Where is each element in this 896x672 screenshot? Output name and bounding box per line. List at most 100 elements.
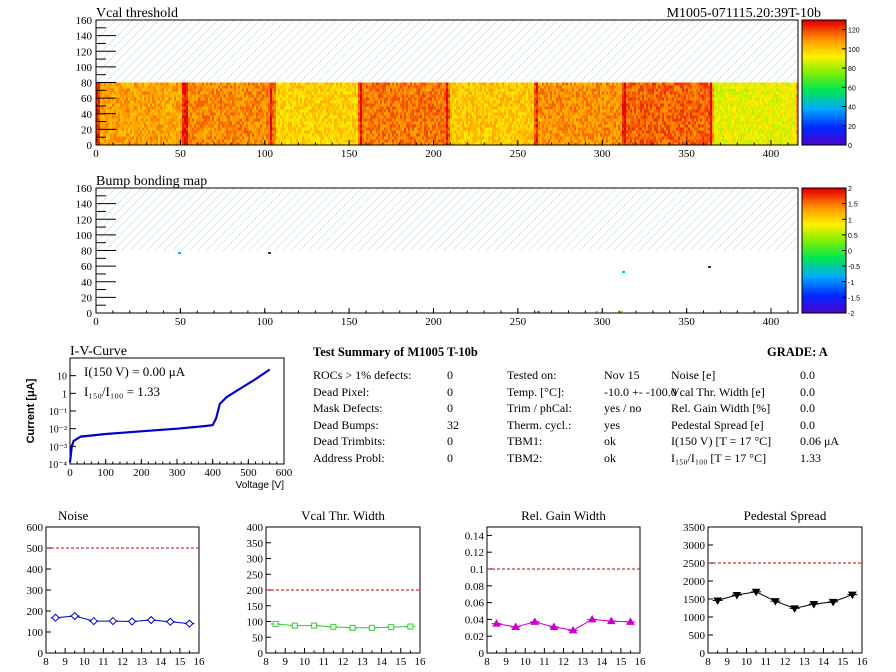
x-tick-label: 9 bbox=[503, 656, 509, 668]
y-tick-label: 60 bbox=[81, 261, 93, 273]
bump-defect bbox=[537, 311, 540, 313]
y-tick-label: 350 bbox=[247, 538, 264, 550]
bump-defect bbox=[178, 252, 181, 254]
y-tick-label: 160 bbox=[76, 183, 93, 195]
data-point bbox=[751, 588, 761, 597]
x-tick-label: 200 bbox=[425, 316, 442, 328]
chart-title: Pedestal Spread bbox=[744, 508, 827, 523]
palette-frame bbox=[801, 19, 847, 146]
x-tick-label: 100 bbox=[257, 316, 274, 328]
vcal-map-title: Vcal threshold bbox=[96, 6, 179, 21]
summary-col2-value: yes / no bbox=[604, 401, 642, 415]
y-tick-label: 20 bbox=[81, 292, 93, 304]
data-point bbox=[549, 622, 559, 630]
summary-col3-value: 1.33 bbox=[800, 450, 821, 465]
x-tick-label: 14 bbox=[376, 656, 388, 668]
data-point bbox=[732, 592, 742, 600]
data-point bbox=[291, 622, 298, 629]
grade: GRADE: A bbox=[767, 345, 828, 359]
summary-col3-label: I(150 V) [T = 17 °C] bbox=[671, 434, 772, 448]
summary-col1-value: 0 bbox=[447, 368, 453, 382]
vcal-threshold-map[interactable]: 0 50 100 150 200 250 300 350 4000204060801001201… bbox=[0, 0, 896, 170]
summary-col3-value: 0.0 bbox=[800, 384, 815, 399]
y-tick-label: 40 bbox=[81, 277, 93, 289]
y-tick-label: 0 bbox=[258, 648, 264, 660]
summary-col3-value: 0.0 bbox=[800, 417, 815, 432]
palette-tick-label: 100 bbox=[848, 47, 860, 54]
summary-col1-label: ROCs > 1% defects: bbox=[313, 368, 412, 382]
palette-tick-label: -0.5 bbox=[848, 264, 860, 271]
summary-chart-3: Pedestal Spread 8 9 10 11 12 13 14 15 16 0 500 1000 1… bbox=[683, 508, 868, 668]
x-tick-label: 11 bbox=[539, 656, 550, 668]
x-tick-label: 15 bbox=[615, 656, 627, 668]
palette-tick-label: 40 bbox=[848, 105, 856, 112]
empty-region bbox=[96, 188, 798, 251]
data-point bbox=[349, 624, 356, 631]
y-tick-label: 100 bbox=[76, 230, 93, 242]
x-tick-label: 300 bbox=[594, 148, 611, 160]
y-tick-label: 1000 bbox=[683, 612, 706, 624]
x-tick-label: 250 bbox=[510, 148, 527, 160]
summary-col1-label: Dead Pixel: bbox=[313, 384, 370, 399]
y-tick-label: 0 bbox=[87, 140, 93, 152]
y-tick-label: 100 bbox=[76, 62, 93, 74]
y-tick-label: 80 bbox=[81, 78, 93, 90]
x-tick-label: 300 bbox=[594, 316, 611, 328]
summary-col1-label: Address Probl: bbox=[313, 450, 385, 465]
y-tick-label: 300 bbox=[27, 585, 44, 597]
summary-col3-label: Pedestal Spread [e] bbox=[671, 417, 764, 432]
y-tick-label: 600 bbox=[27, 522, 44, 534]
iv-x-tick: 600 bbox=[276, 467, 293, 479]
x-tick-label: 14 bbox=[155, 656, 167, 668]
iv-y-tick: 10⁻³ bbox=[49, 442, 67, 453]
palette-tick-label: 1.5 bbox=[848, 202, 858, 209]
x-tick-label: 350 bbox=[678, 148, 695, 160]
module-label: M1005-071115.20:39T-10b bbox=[666, 6, 821, 21]
x-tick-label: 12 bbox=[558, 656, 569, 668]
y-tick-label: 100 bbox=[247, 617, 264, 629]
data-point bbox=[809, 601, 819, 609]
x-tick-label: 14 bbox=[596, 656, 608, 668]
y-tick-label: 140 bbox=[76, 31, 93, 43]
x-tick-label: 15 bbox=[395, 656, 407, 668]
iv-curve-line bbox=[68, 368, 271, 463]
palette-tick-label: -1.5 bbox=[848, 295, 860, 302]
data-point bbox=[185, 619, 194, 628]
iv-x-tick: 200 bbox=[133, 467, 150, 479]
palette-tick-label: 80 bbox=[848, 66, 856, 73]
iv-curve-chart[interactable]: 0 100 200 300 400 500 600 10⁻⁴ 10⁻³ 10⁻² 10⁻¹ 1 10 Vo… bbox=[0, 340, 300, 490]
bump-bonding-map[interactable]: 0 50 100 150 200 250 300 350 4000204060801001201… bbox=[0, 168, 896, 338]
y-tick-label: 0 bbox=[38, 648, 44, 660]
y-tick-label: 300 bbox=[247, 554, 264, 566]
data-point bbox=[311, 622, 318, 629]
y-tick-label: 60 bbox=[81, 93, 93, 105]
x-tick-label: 9 bbox=[283, 656, 289, 668]
y-tick-label: 0.06 bbox=[465, 598, 485, 610]
x-tick-label: 12 bbox=[338, 656, 349, 668]
summary-col1-label: Dead Trimbits: bbox=[313, 434, 386, 448]
chart-frame bbox=[45, 526, 200, 654]
bump-defect bbox=[268, 252, 271, 254]
iv-y-tick: 10⁻⁴ bbox=[48, 460, 67, 471]
x-tick-label: 16 bbox=[635, 656, 647, 668]
summary-col1-label: Mask Defects: bbox=[313, 401, 383, 415]
iv-x-tick: 0 bbox=[67, 467, 73, 479]
x-tick-label: 9 bbox=[725, 656, 731, 668]
y-tick-label: 500 bbox=[27, 543, 44, 555]
summary-title: Test Summary of M1005 T-10b bbox=[313, 345, 478, 359]
x-tick-label: 350 bbox=[678, 316, 695, 328]
summary-col2-value: yes bbox=[604, 417, 620, 432]
iv-legend-i150: I(150 V) = 0.00 μA bbox=[84, 364, 186, 379]
x-tick-label: 12 bbox=[117, 656, 128, 668]
y-tick-label: 0.02 bbox=[465, 631, 484, 643]
x-tick-label: 15 bbox=[174, 656, 186, 668]
summary-col3-value: 0.06 μA bbox=[800, 434, 840, 448]
palette-tick-label: -2 bbox=[848, 311, 854, 318]
x-tick-label: 15 bbox=[837, 656, 849, 668]
palette-tick-label: 1 bbox=[848, 217, 852, 224]
data-point bbox=[606, 616, 616, 625]
chart-title: Vcal Thr. Width bbox=[301, 508, 385, 523]
x-tick-label: 400 bbox=[763, 148, 780, 160]
x-tick-label: 10 bbox=[520, 656, 532, 668]
data-point bbox=[771, 598, 780, 606]
